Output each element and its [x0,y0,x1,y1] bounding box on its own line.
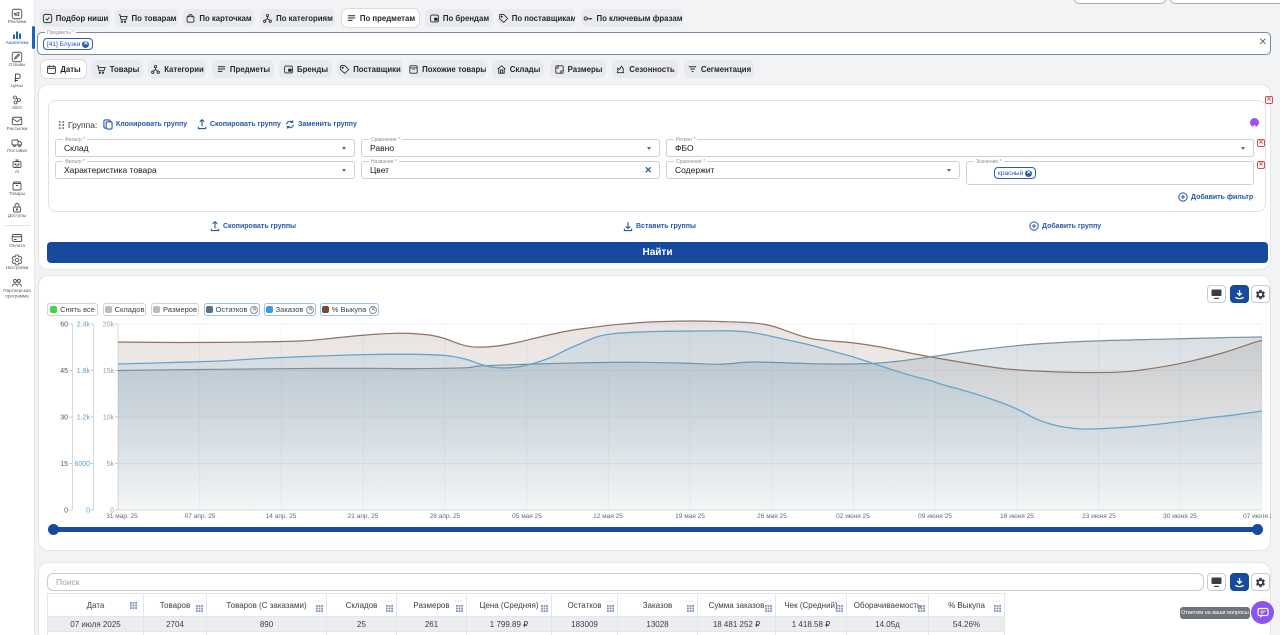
svg-text:21 апр. 25: 21 апр. 25 [348,513,379,520]
svg-text:45: 45 [60,368,68,375]
svg-text:5k: 5k [107,461,115,468]
svg-text:23 июня 25: 23 июня 25 [1082,513,1116,520]
svg-text:19 мая 25: 19 мая 25 [675,513,705,520]
svg-text:15: 15 [60,461,68,468]
svg-text:20k: 20k [103,322,115,329]
svg-text:0: 0 [86,508,90,515]
svg-text:05 мая 25: 05 мая 25 [512,513,542,520]
svg-text:31 мар. 25: 31 мар. 25 [106,513,138,520]
svg-text:30: 30 [60,415,68,422]
svg-text:6000: 6000 [74,461,90,468]
svg-text:16 июня 25: 16 июня 25 [1000,513,1034,520]
svg-text:15k: 15k [103,368,115,375]
svg-text:0: 0 [64,508,68,515]
svg-text:02 июня 25: 02 июня 25 [836,513,870,520]
svg-text:26 мая 25: 26 мая 25 [757,513,787,520]
svg-text:14 апр. 25: 14 апр. 25 [266,513,297,520]
svg-text:1.8k: 1.8k [77,368,91,375]
svg-text:28 апр. 25: 28 апр. 25 [430,513,461,520]
svg-text:10k: 10k [103,415,115,422]
svg-text:1.2k: 1.2k [77,415,91,422]
svg-text:30 июня 25: 30 июня 25 [1163,513,1197,520]
svg-text:07 апр. 25: 07 апр. 25 [185,513,216,520]
svg-text:09 июня 25: 09 июня 25 [918,513,952,520]
svg-text:07 июля 25: 07 июля 25 [1243,513,1271,520]
svg-text:60: 60 [60,322,68,329]
svg-text:2.4k: 2.4k [77,322,91,329]
svg-text:0: 0 [110,508,114,515]
svg-text:12 мая 25: 12 мая 25 [593,513,623,520]
